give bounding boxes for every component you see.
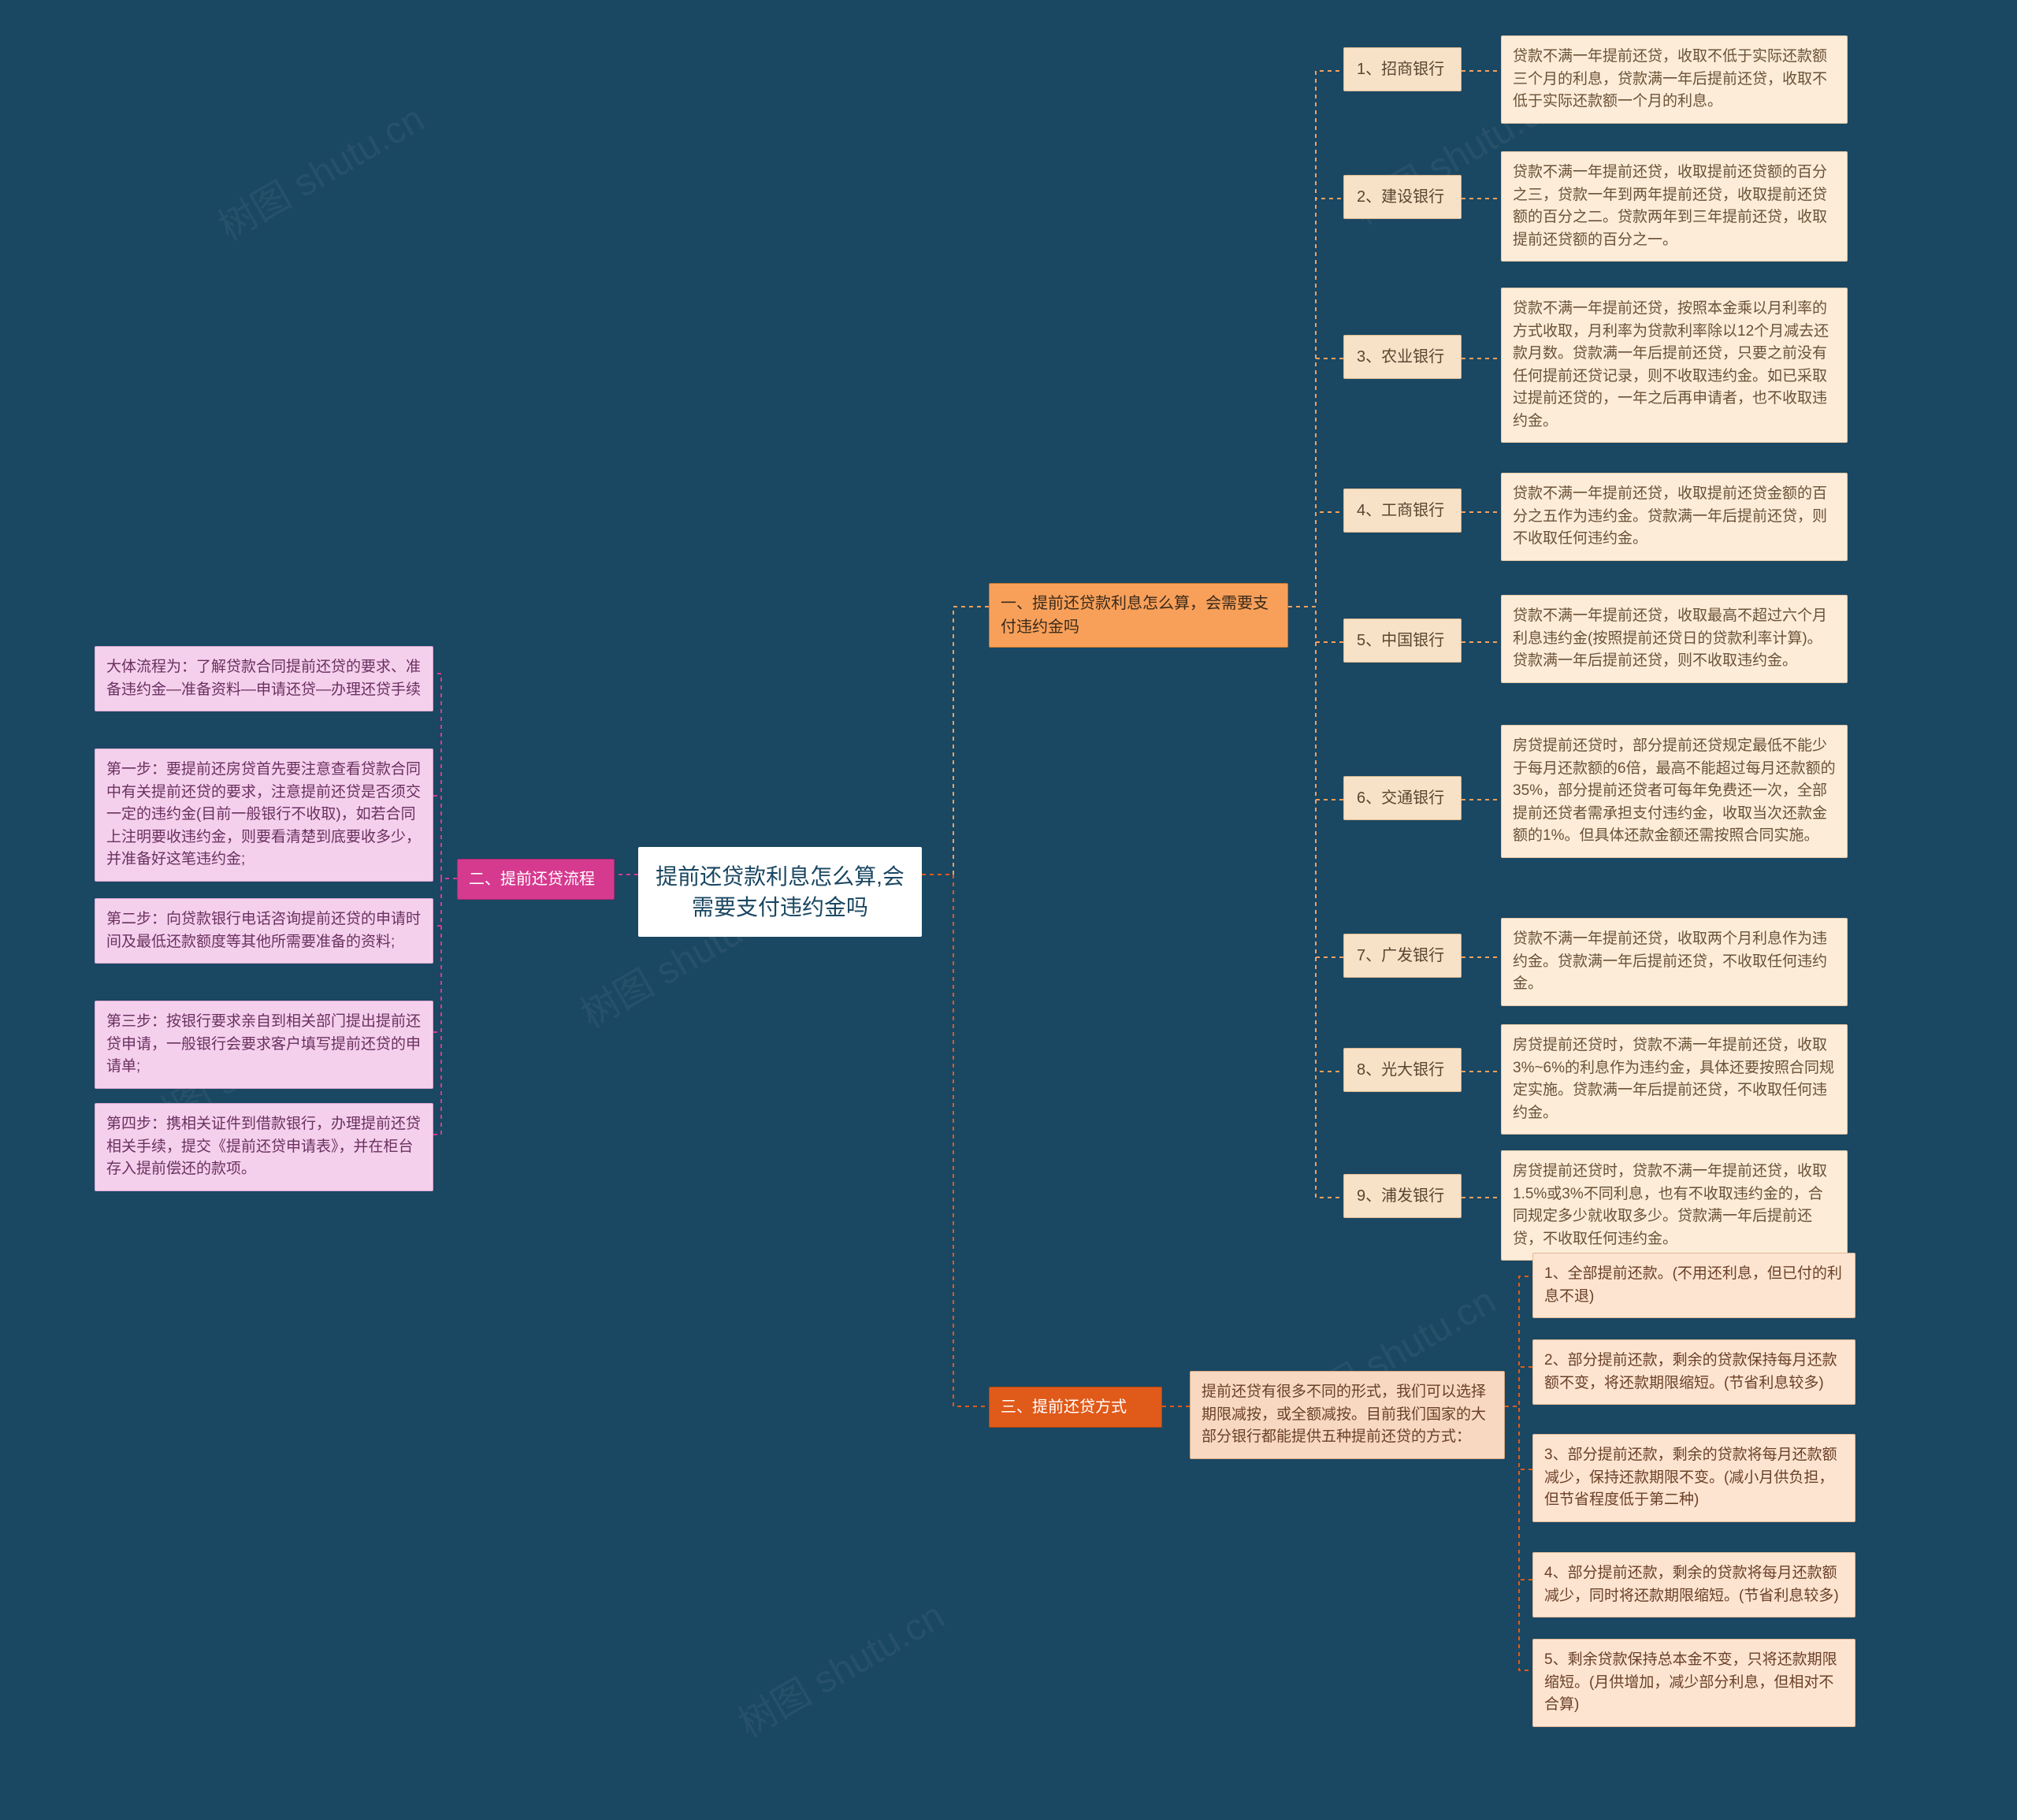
bank-node: 3、农业银行	[1343, 335, 1462, 379]
step-node: 第三步：按银行要求亲自到相关部门提出提前还贷申请，一般银行会要求客户填写提前还贷…	[95, 1001, 433, 1089]
bank-detail: 房贷提前还贷时，部分提前还贷规定最低不能少于每月还款额的6倍，最高不能超过每月还…	[1501, 725, 1848, 858]
step-node: 第四步：携相关证件到借款银行，办理提前还贷相关手续，提交《提前还贷申请表》，并在…	[95, 1103, 433, 1191]
bank-detail: 贷款不满一年提前还贷，按照本金乘以月利率的方式收取，月利率为贷款利率除以12个月…	[1501, 288, 1848, 443]
branch-2: 二、提前还贷流程	[457, 859, 615, 900]
bank-detail: 房贷提前还贷时，贷款不满一年提前还贷，收取1.5%或3%不同利息，也有不收取违约…	[1501, 1150, 1848, 1261]
bank-detail: 贷款不满一年提前还贷，收取提前还贷额的百分之三，贷款一年到两年提前还贷，收取提前…	[1501, 151, 1848, 262]
bank-node: 7、广发银行	[1343, 934, 1462, 978]
method-node: 3、部分提前还款，剩余的贷款将每月还款额减少，保持还款期限不变。(减小月供负担，…	[1532, 1434, 1855, 1522]
bank-node: 9、浦发银行	[1343, 1174, 1462, 1218]
root-node: 提前还贷款利息怎么算,会需要支付违约金吗	[638, 847, 922, 937]
bank-node: 1、招商银行	[1343, 47, 1462, 91]
method-node: 4、部分提前还款，剩余的贷款将每月还款额减少，同时将还款期限缩短。(节省利息较多…	[1532, 1552, 1855, 1618]
branch3-intro: 提前还贷有很多不同的形式，我们可以选择期限减按，或全额减按。目前我们国家的大部分…	[1190, 1371, 1505, 1459]
branch-3: 三、提前还贷方式	[989, 1387, 1162, 1428]
bank-detail: 房贷提前还贷时，贷款不满一年提前还贷，收取3%~6%的利息作为违约金，具体还要按…	[1501, 1024, 1848, 1135]
bank-node: 4、工商银行	[1343, 488, 1462, 533]
step-node: 第一步：要提前还房贷首先要注意查看贷款合同中有关提前还贷的要求，注意提前还贷是否…	[95, 748, 433, 882]
bank-node: 8、光大银行	[1343, 1048, 1462, 1092]
bank-detail: 贷款不满一年提前还贷，收取最高不超过六个月利息违约金(按照提前还贷日的贷款利率计…	[1501, 595, 1848, 683]
bank-node: 2、建设银行	[1343, 175, 1462, 219]
bank-node: 6、交通银行	[1343, 776, 1462, 820]
bank-detail: 贷款不满一年提前还贷，收取提前还贷金额的百分之五作为违约金。贷款满一年后提前还贷…	[1501, 473, 1848, 561]
branch-1: 一、提前还贷款利息怎么算，会需要支付违约金吗	[989, 583, 1288, 648]
method-node: 1、全部提前还款。(不用还利息，但已付的利息不退)	[1532, 1253, 1855, 1318]
watermark: 树图 shutu.cn	[726, 1585, 953, 1748]
method-node: 2、部分提前还款，剩余的贷款保持每月还款额不变，将还款期限缩短。(节省利息较多)	[1532, 1339, 1855, 1405]
bank-node: 5、中国银行	[1343, 618, 1462, 663]
watermark: 树图 shutu.cn	[206, 88, 433, 251]
method-node: 5、剩余贷款保持总本金不变，只将还款期限缩短。(月供增加，减少部分利息，但相对不…	[1532, 1639, 1855, 1727]
step-node: 大体流程为：了解贷款合同提前还贷的要求、准备违约金—准备资料—申请还贷—办理还贷…	[95, 646, 433, 711]
step-node: 第二步：向贷款银行电话咨询提前还贷的申请时间及最低还款额度等其他所需要准备的资料…	[95, 898, 433, 964]
bank-detail: 贷款不满一年提前还贷，收取不低于实际还款额三个月的利息，贷款满一年后提前还贷，收…	[1501, 35, 1848, 124]
bank-detail: 贷款不满一年提前还贷，收取两个月利息作为违约金。贷款满一年后提前还贷，不收取任何…	[1501, 918, 1848, 1006]
